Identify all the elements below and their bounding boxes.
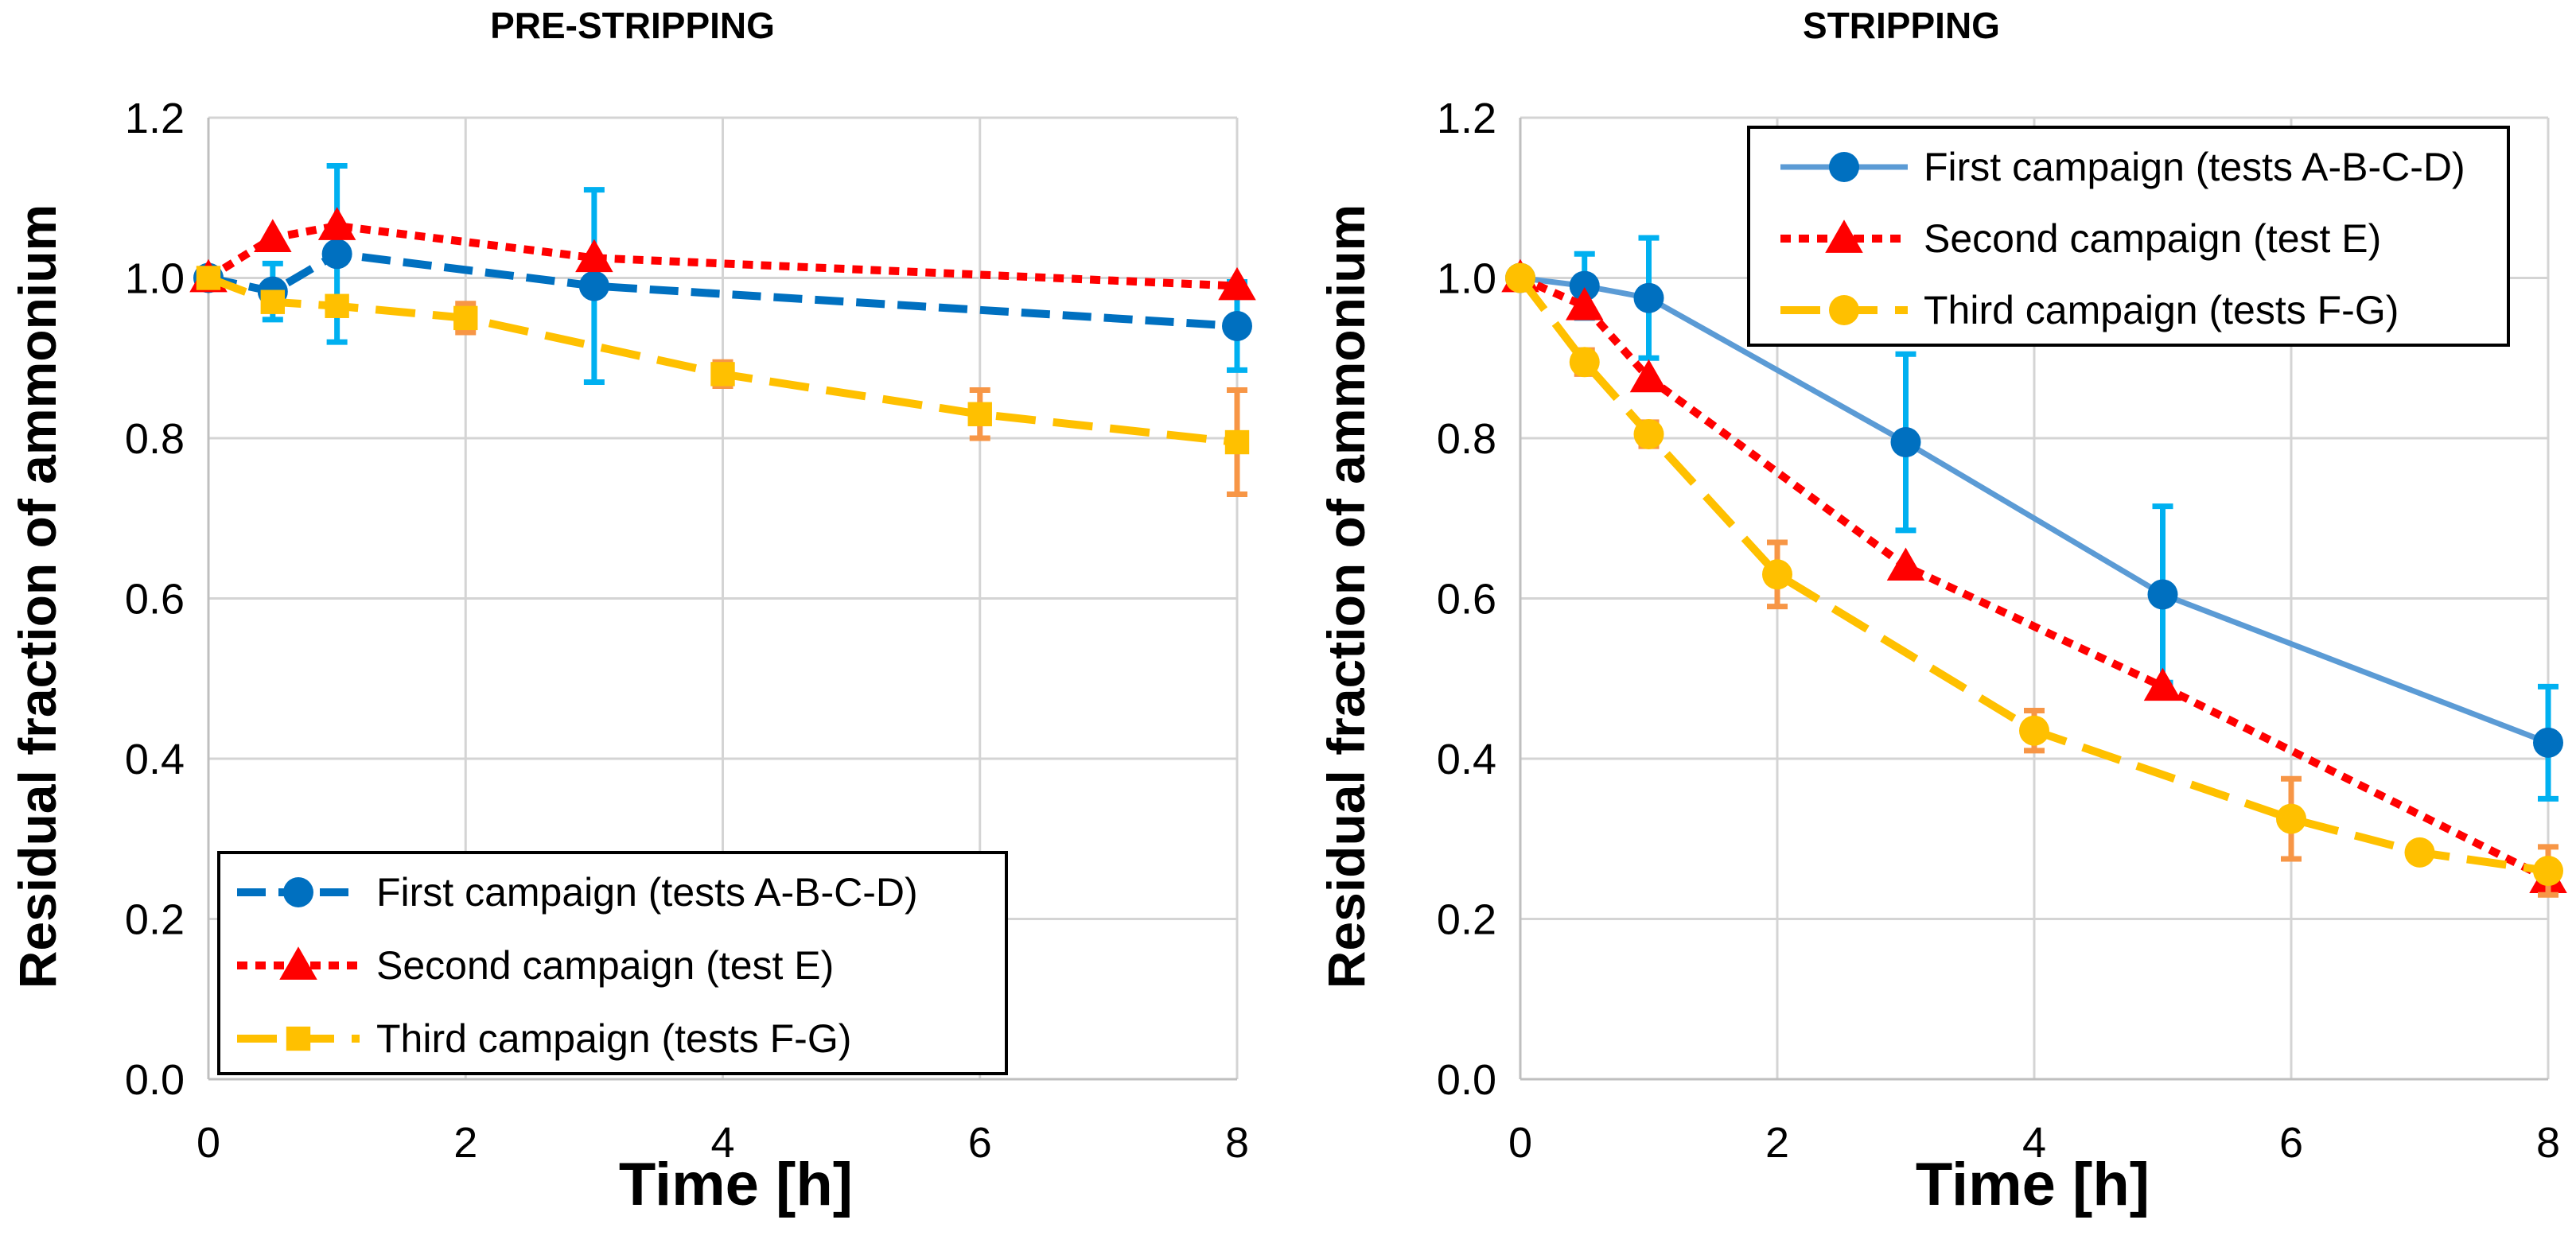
x-tick-label: 6 bbox=[2279, 1119, 2303, 1167]
data-point bbox=[1890, 427, 1921, 458]
data-point bbox=[2533, 727, 2563, 758]
data-point bbox=[1829, 295, 1859, 325]
data-point bbox=[1633, 418, 1664, 449]
series-line bbox=[1517, 275, 2549, 875]
data-point bbox=[1829, 152, 1859, 182]
legend-entry: Second campaign (test E) bbox=[1780, 216, 2381, 261]
x-tick-label: 4 bbox=[710, 1119, 734, 1167]
data-point bbox=[1505, 262, 1535, 293]
data-point bbox=[2276, 803, 2306, 834]
data-point bbox=[1569, 347, 1600, 378]
chart-pre-stripping: PRE-STRIPPING 0.0 0.2 0.4 0.6 0.8 1.0 1.2 0 2 4 6 8… bbox=[8, 5, 1256, 1218]
data-point bbox=[260, 289, 286, 314]
data-point bbox=[279, 946, 317, 980]
data-point bbox=[1633, 282, 1664, 313]
data-point bbox=[1825, 219, 1863, 253]
x-tick-label: 8 bbox=[2536, 1119, 2560, 1167]
legend-entry: First campaign (tests A-B-C-D) bbox=[1780, 145, 2465, 189]
y-tick-label: 1.0 bbox=[125, 255, 185, 303]
x-tick-label: 2 bbox=[453, 1119, 477, 1167]
chart-title: PRE-STRIPPING bbox=[490, 5, 775, 46]
y-tick-label: 0.6 bbox=[1437, 576, 1496, 624]
data-point bbox=[453, 305, 478, 331]
data-point bbox=[254, 219, 292, 252]
y-tick-label: 0.2 bbox=[125, 896, 185, 944]
data-point bbox=[2019, 715, 2049, 746]
legend: First campaign (tests A-B-C-D) Second cam… bbox=[1747, 126, 2510, 347]
data-point bbox=[196, 266, 221, 290]
data-point bbox=[710, 362, 735, 387]
y-tick-label: 0.4 bbox=[125, 736, 185, 783]
x-tick-label: 8 bbox=[1225, 1119, 1249, 1167]
y-tick-label: 0.4 bbox=[1437, 736, 1496, 783]
legend-label: Second campaign (test E) bbox=[1924, 216, 2381, 261]
x-axis-title: Time [h] bbox=[1916, 1151, 2150, 1218]
x-tick-label: 0 bbox=[1508, 1119, 1532, 1167]
chart-title: STRIPPING bbox=[1803, 5, 2000, 46]
legend-label: Third campaign (tests F-G) bbox=[1924, 288, 2399, 332]
data-point bbox=[1218, 266, 1256, 301]
data-point bbox=[1566, 287, 1604, 320]
x-tick-label: 2 bbox=[1765, 1119, 1789, 1167]
series-3 bbox=[196, 266, 1250, 498]
x-tick-label: 0 bbox=[197, 1119, 220, 1167]
data-point bbox=[286, 1026, 311, 1051]
legend-label: First campaign (tests A-B-C-D) bbox=[1924, 145, 2465, 189]
data-point bbox=[575, 239, 613, 273]
legend-label: First campaign (tests A-B-C-D) bbox=[376, 870, 918, 915]
data-point bbox=[1762, 559, 1792, 590]
series-3 bbox=[1505, 262, 2563, 898]
data-point bbox=[578, 270, 609, 301]
chart-stripping: STRIPPING 0.0 0.2 0.4 0.6 0.8 1.0 1.2 0 2 4 6 8 Tim… bbox=[1317, 5, 2567, 1218]
series-line bbox=[1518, 274, 2551, 883]
data-point bbox=[1629, 359, 1668, 393]
y-tick-label: 0.8 bbox=[1437, 415, 1496, 463]
y-axis-title: Residual fraction of ammonium bbox=[1317, 204, 1376, 989]
x-tick-label: 4 bbox=[2022, 1119, 2046, 1167]
data-point bbox=[325, 293, 349, 318]
data-point bbox=[283, 877, 313, 907]
y-tick-label: 0.0 bbox=[1437, 1056, 1496, 1104]
data-point bbox=[317, 207, 356, 240]
legend-entry: Third campaign (tests F-G) bbox=[237, 1016, 851, 1061]
data-point bbox=[1224, 429, 1250, 455]
y-tick-label: 0.2 bbox=[1437, 896, 1496, 944]
y-tick-label: 0.0 bbox=[125, 1056, 185, 1104]
y-tick-label: 1.0 bbox=[1437, 255, 1496, 303]
legend-label: Second campaign (test E) bbox=[376, 943, 834, 988]
data-point bbox=[2143, 667, 2182, 701]
y-tick-label: 0.8 bbox=[125, 415, 185, 463]
legend-entry: First campaign (tests A-B-C-D) bbox=[237, 870, 918, 915]
data-point bbox=[1222, 310, 1252, 341]
data-point bbox=[1886, 547, 1925, 581]
legend-entry: Third campaign (tests F-G) bbox=[1780, 288, 2399, 332]
data-point bbox=[321, 239, 352, 270]
legend-entry: Second campaign (test E) bbox=[237, 943, 834, 988]
x-tick-label: 6 bbox=[968, 1119, 992, 1167]
x-axis-title: Time [h] bbox=[619, 1151, 853, 1218]
y-tick-label: 1.2 bbox=[1437, 95, 1496, 142]
data-point bbox=[1569, 270, 1600, 301]
legend-label: Third campaign (tests F-G) bbox=[376, 1016, 851, 1061]
y-axis-title: Residual fraction of ammonium bbox=[8, 204, 67, 989]
y-tick-label: 0.6 bbox=[125, 576, 185, 624]
data-point bbox=[2533, 856, 2563, 887]
y-tick-label: 1.2 bbox=[125, 95, 185, 142]
data-point bbox=[2147, 579, 2178, 610]
data-point bbox=[2404, 837, 2435, 868]
data-point bbox=[967, 402, 992, 426]
legend: First campaign (tests A-B-C-D) Second cam… bbox=[217, 851, 1008, 1075]
